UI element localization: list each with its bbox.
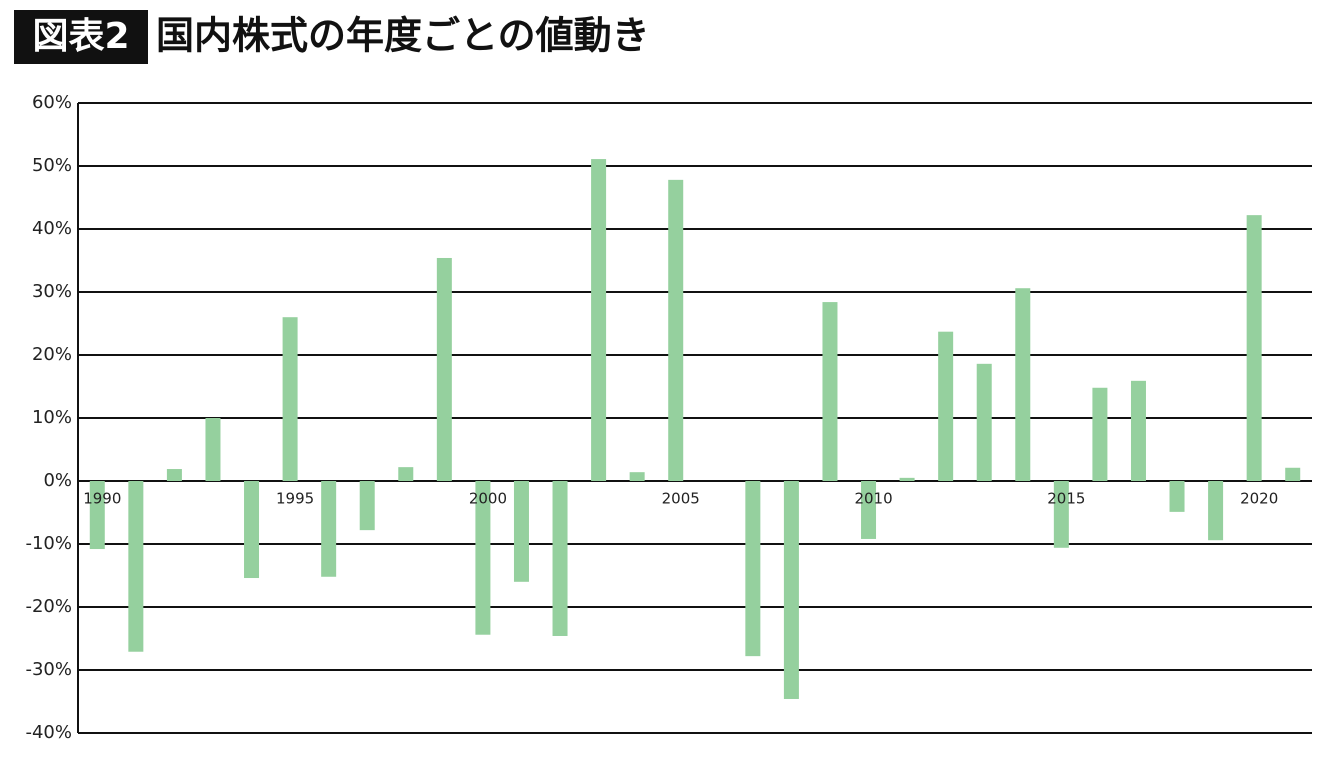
bar <box>244 481 260 579</box>
bar <box>1208 481 1224 541</box>
bar <box>976 363 992 481</box>
bar <box>783 481 799 699</box>
bar <box>513 481 529 582</box>
bar <box>321 481 337 577</box>
x-tick-label: 1990 <box>83 490 121 508</box>
bar <box>166 469 182 481</box>
bar <box>1130 380 1146 481</box>
y-tick-label: 10% <box>32 407 72 428</box>
bar <box>1092 387 1108 481</box>
bar <box>1015 288 1031 481</box>
y-tick-label: 0% <box>43 470 72 491</box>
bar <box>745 481 761 657</box>
bar <box>1285 467 1301 481</box>
y-tick-label: -10% <box>25 533 72 554</box>
x-tick-label: 2015 <box>1047 490 1085 508</box>
y-tick-label: 60% <box>32 92 72 113</box>
bar <box>282 317 298 481</box>
bar <box>861 481 877 539</box>
bar <box>1169 481 1185 512</box>
chart-title: 国内株式の年度ごとの値動き <box>156 14 650 58</box>
y-tick-label: -30% <box>25 659 72 680</box>
x-tick-label: 2005 <box>662 490 700 508</box>
bar <box>591 159 607 481</box>
bar <box>89 481 105 550</box>
badge: 図表2 <box>32 16 129 57</box>
bar <box>1246 215 1262 481</box>
x-tick-label: 1995 <box>276 490 314 508</box>
y-tick-label: 40% <box>32 218 72 239</box>
x-tick-label: 2010 <box>854 490 892 508</box>
bar <box>128 481 144 652</box>
bar <box>938 331 954 481</box>
y-tick-label: 50% <box>32 155 72 176</box>
y-tick-label: 20% <box>32 344 72 365</box>
y-tick-label: -20% <box>25 596 72 617</box>
badge-bg <box>14 10 148 64</box>
y-tick-label: -40% <box>25 722 72 743</box>
bar <box>398 467 414 481</box>
bar <box>899 477 915 481</box>
y-tick-label: 30% <box>32 281 72 302</box>
bar <box>359 481 375 531</box>
bar <box>629 472 645 481</box>
bar <box>436 257 452 481</box>
bar <box>552 481 568 636</box>
x-tick-label: 2000 <box>469 490 507 508</box>
bar <box>205 418 221 481</box>
bar <box>475 481 491 635</box>
bar <box>668 179 684 482</box>
x-tick-label: 2020 <box>1240 490 1278 508</box>
bar <box>1053 481 1069 548</box>
bar <box>822 302 838 481</box>
